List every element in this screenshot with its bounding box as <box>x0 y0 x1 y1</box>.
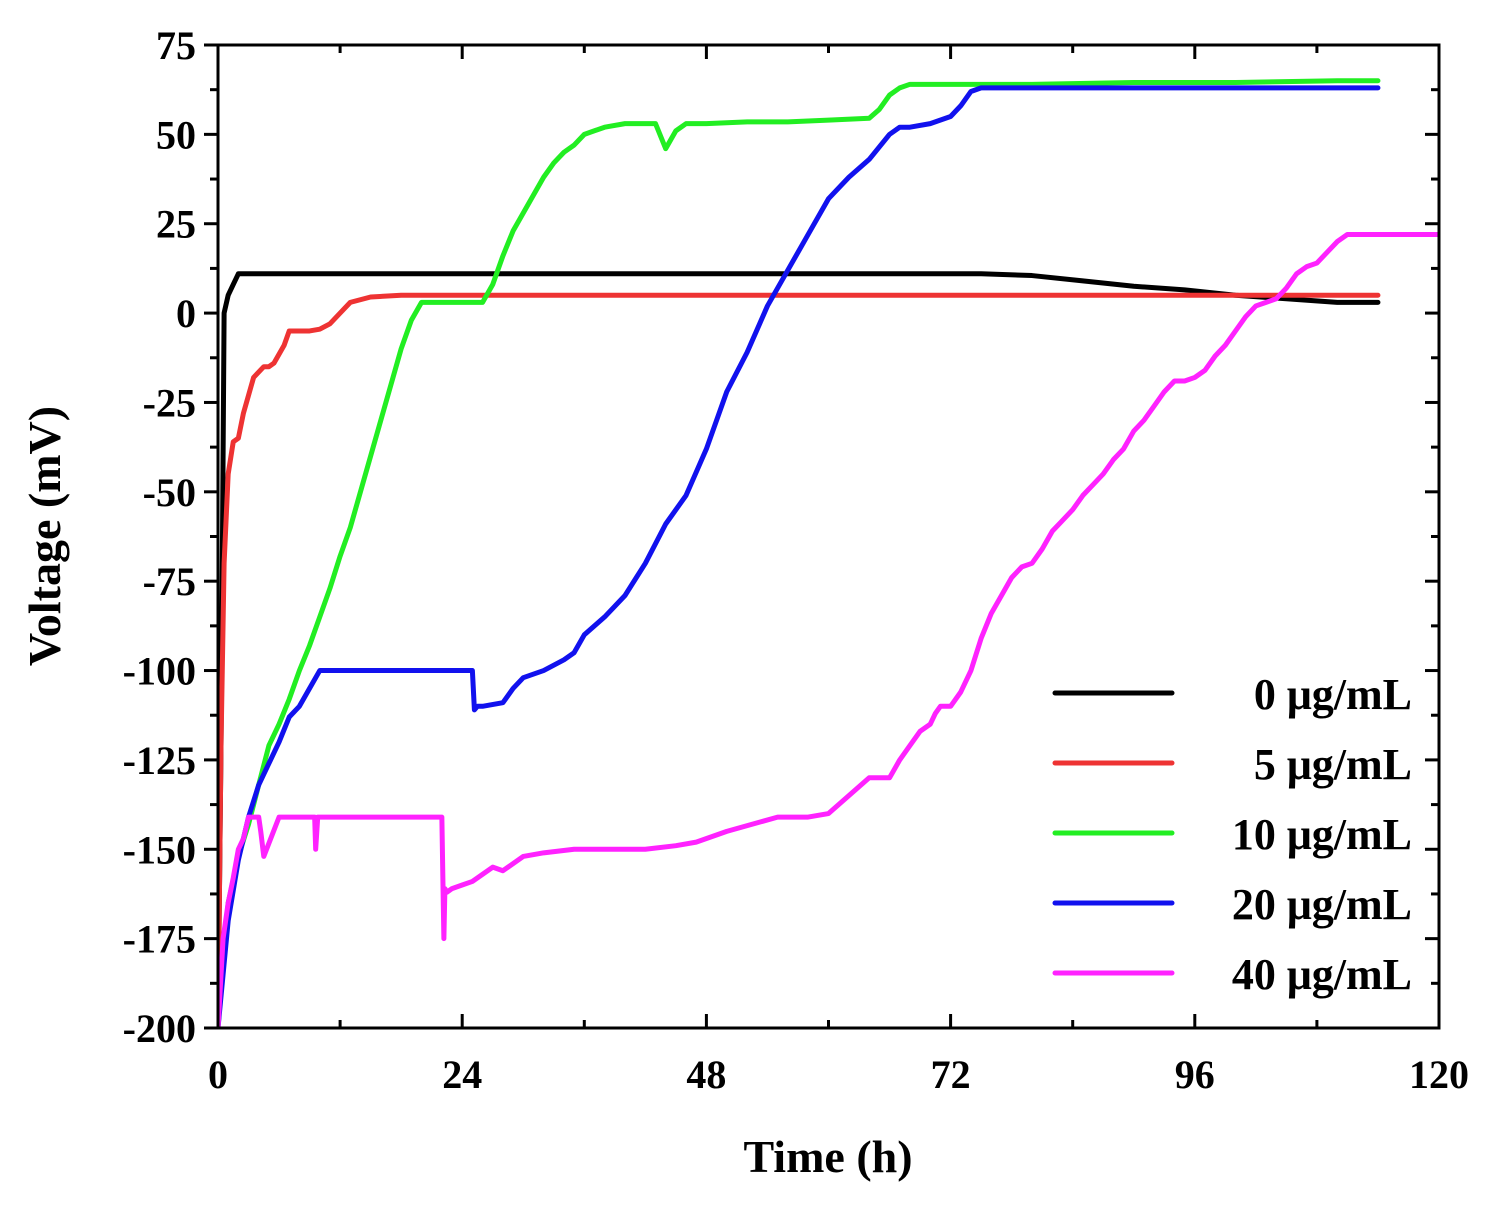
legend: 0 μg/mL 5 μg/mL 10 μg/mL 20 μg/mL 40 μg/mL <box>1052 670 1412 999</box>
y-tick-label: -125 <box>123 738 196 783</box>
series-line-4 <box>218 231 1439 1028</box>
series-line-3 <box>218 85 1381 1028</box>
y-tick-label: -200 <box>123 1006 196 1051</box>
x-tick-label: 0 <box>208 1052 228 1097</box>
series-line-1 <box>218 292 1381 1028</box>
y-tick-label: 25 <box>156 202 196 247</box>
y-axis-title: Voltage (mV) <box>19 406 70 666</box>
y-tick-label: 0 <box>176 291 196 336</box>
y-tick-label: -50 <box>143 470 196 515</box>
x-axis-title: Time (h) <box>743 1131 912 1182</box>
legend-label: 0 μg/mL <box>1254 670 1412 719</box>
y-tick-label: 50 <box>156 112 196 157</box>
legend-label: 5 μg/mL <box>1254 740 1412 789</box>
legend-label: 10 μg/mL <box>1232 810 1412 859</box>
x-tick-label: 72 <box>931 1052 971 1097</box>
legend-label: 40 μg/mL <box>1232 950 1412 999</box>
x-tick-label: 24 <box>442 1052 482 1097</box>
x-tick-label: 96 <box>1175 1052 1215 1097</box>
x-tick-label: 120 <box>1409 1052 1469 1097</box>
y-tick-label: -100 <box>123 649 196 694</box>
y-tick-label: -150 <box>123 827 196 872</box>
y-tick-label: -75 <box>143 559 196 604</box>
x-tick-label: 48 <box>686 1052 726 1097</box>
y-tick-label: 75 <box>156 23 196 68</box>
series-line-2 <box>218 78 1381 1028</box>
legend-label: 20 μg/mL <box>1232 880 1412 929</box>
y-tick-label: -25 <box>143 380 196 425</box>
y-tick-label: -175 <box>123 917 196 962</box>
